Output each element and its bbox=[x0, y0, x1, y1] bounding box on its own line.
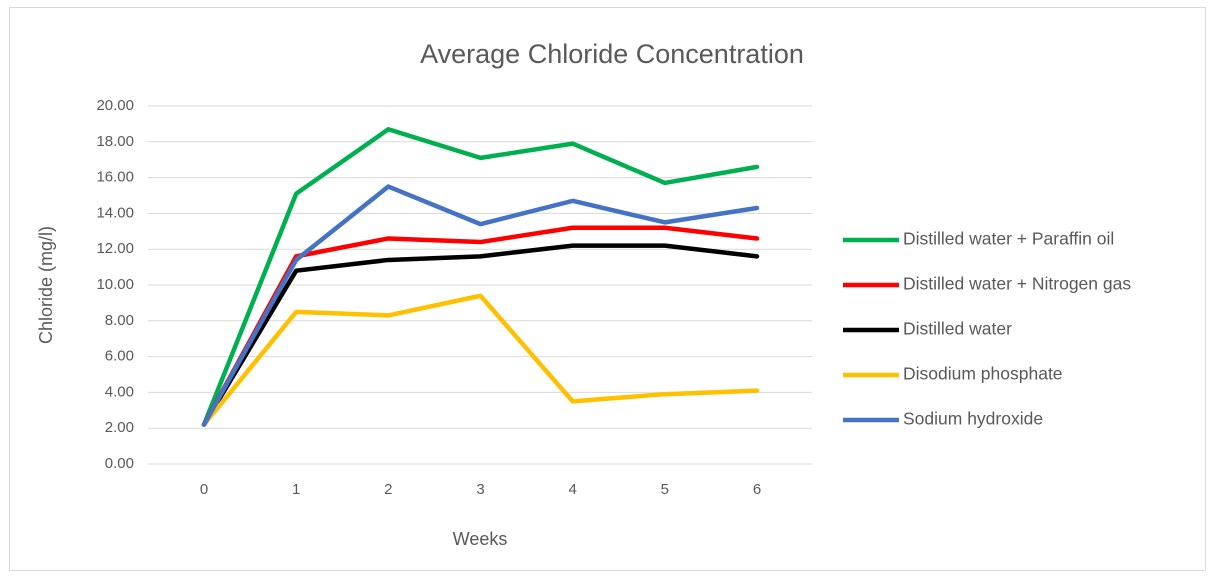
y-tick-label: 10.00 bbox=[96, 276, 134, 293]
data-line bbox=[201, 184, 760, 427]
legend-label: Disodium phosphate bbox=[903, 364, 1063, 384]
legend-label: Distilled water + Paraffin oil bbox=[903, 229, 1114, 249]
y-tick-label: 6.00 bbox=[105, 348, 134, 365]
y-tick-label: 8.00 bbox=[105, 312, 134, 329]
y-tick-label: 12.00 bbox=[96, 240, 134, 257]
chart-title: Average Chloride Concentration bbox=[420, 39, 804, 69]
x-tick-label: 3 bbox=[476, 481, 484, 498]
y-tick-label: 16.00 bbox=[96, 169, 134, 186]
data-line bbox=[201, 293, 760, 427]
data-line bbox=[201, 243, 760, 427]
legend-label: Sodium hydroxide bbox=[903, 409, 1043, 429]
x-tick-label: 0 bbox=[200, 481, 208, 498]
y-tick-label: 2.00 bbox=[105, 419, 134, 436]
y-tick-label: 20.00 bbox=[96, 97, 134, 114]
y-axis-label: Chloride (mg/l) bbox=[36, 226, 56, 344]
x-tick-label: 6 bbox=[753, 481, 761, 498]
x-tick-label: 4 bbox=[568, 481, 576, 498]
data-line bbox=[201, 225, 760, 427]
legend-label: Distilled water + Nitrogen gas bbox=[903, 274, 1131, 294]
chart-border bbox=[9, 7, 1206, 571]
legend-label: Distilled water bbox=[903, 319, 1012, 339]
x-axis-label: Weeks bbox=[453, 529, 508, 549]
y-tick-label: 14.00 bbox=[96, 204, 134, 221]
y-tick-label: 4.00 bbox=[105, 383, 134, 400]
data-line bbox=[201, 127, 760, 427]
x-tick-label: 5 bbox=[661, 481, 669, 498]
y-tick-label: 18.00 bbox=[96, 133, 134, 150]
x-tick-label: 1 bbox=[292, 481, 300, 498]
x-tick-label: 2 bbox=[384, 481, 392, 498]
y-tick-label: 0.00 bbox=[105, 455, 134, 472]
